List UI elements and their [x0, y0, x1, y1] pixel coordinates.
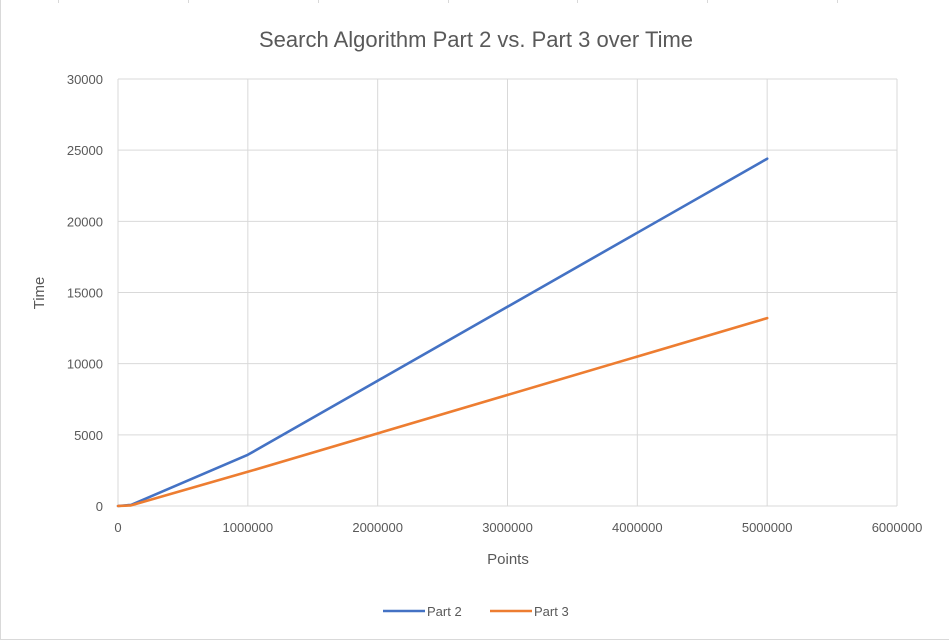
top-strip-stub [837, 0, 838, 3]
series-line-part-3 [116, 316, 769, 508]
chart-title: Search Algorithm Part 2 vs. Part 3 over … [259, 27, 693, 52]
top-strip-stub [577, 0, 579, 3]
top-strip-stub [58, 0, 59, 3]
gridlines [117, 78, 898, 507]
y-tick-label: 10000 [67, 357, 103, 372]
top-strip-stub [447, 0, 449, 3]
x-axis-ticks: 0 1000000 2000000 3000000 4000000 5000000 6000… [114, 520, 922, 535]
y-axis-title: Time [31, 277, 48, 310]
x-tick-label: 3000000 [482, 520, 533, 535]
legend: Part 2 Part 3 [383, 604, 569, 619]
x-tick-label: 2000000 [352, 520, 403, 535]
legend-label: Part 3 [534, 604, 569, 619]
top-strip [0, 0, 949, 3]
series-line-part-2 [116, 157, 769, 508]
y-tick-label: 25000 [67, 143, 103, 158]
y-tick-label: 0 [96, 499, 103, 514]
x-tick-label: 5000000 [742, 520, 793, 535]
x-tick-label: 0 [114, 520, 121, 535]
y-tick-label: 20000 [67, 214, 103, 229]
y-tick-label: 5000 [74, 428, 103, 443]
x-axis-title: Points [487, 551, 529, 568]
top-strip-stub [187, 0, 189, 3]
legend-label: Part 2 [427, 604, 462, 619]
series-lines [116, 157, 769, 508]
y-tick-label: 30000 [67, 72, 103, 87]
top-strip-stub [317, 0, 319, 3]
top-strip-stub [707, 0, 709, 3]
x-tick-label: 1000000 [223, 520, 274, 535]
y-tick-label: 15000 [67, 286, 103, 301]
y-axis-ticks: 0 5000 10000 15000 20000 25000 30000 [67, 72, 103, 514]
x-tick-label: 6000000 [872, 520, 923, 535]
x-tick-label: 4000000 [612, 520, 663, 535]
